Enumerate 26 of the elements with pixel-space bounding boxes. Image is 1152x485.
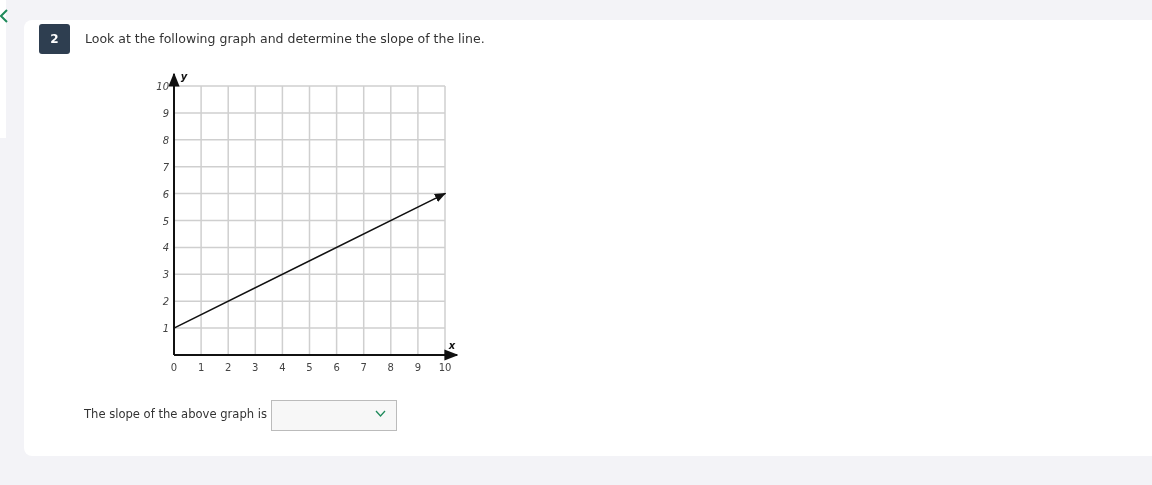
y-tick-label: 7 [162, 161, 170, 173]
y-tick-label: 5 [162, 215, 169, 227]
text: The slope of the above graph is [83, 407, 274, 421]
x-tick-label: 0 [170, 362, 178, 373]
y-tick-label: 2 [162, 296, 169, 308]
y-axis-title: y [180, 71, 188, 82]
x-tick-label: 10 [438, 362, 452, 373]
y-tick-label: 10 [156, 81, 169, 92]
chart-title: Look at the following graph and determine the slope of the line. [85, 31, 485, 46]
y-tick-label: 1 [162, 323, 169, 335]
y-tick-label: 9 [162, 107, 169, 119]
x-tick-label: 9 [414, 362, 422, 373]
y-tick-label: 6 [162, 188, 169, 200]
x-tick-label: 5 [306, 362, 313, 373]
x-tick-label: 3 [252, 362, 259, 373]
x-tick-label: 7 [360, 362, 367, 373]
text: 2 [50, 32, 59, 46]
y-tick-label: 3 [162, 269, 169, 281]
x-tick-label: 8 [387, 362, 394, 373]
y-tick-label: 8 [162, 134, 169, 146]
y-tick-label: 4 [162, 242, 169, 254]
x-tick-label: 1 [197, 362, 205, 373]
x-tick-label: 4 [279, 362, 286, 373]
x-tick-label: 2 [225, 362, 232, 373]
x-axis-title: x [447, 340, 456, 351]
x-tick-label: 6 [333, 362, 340, 373]
